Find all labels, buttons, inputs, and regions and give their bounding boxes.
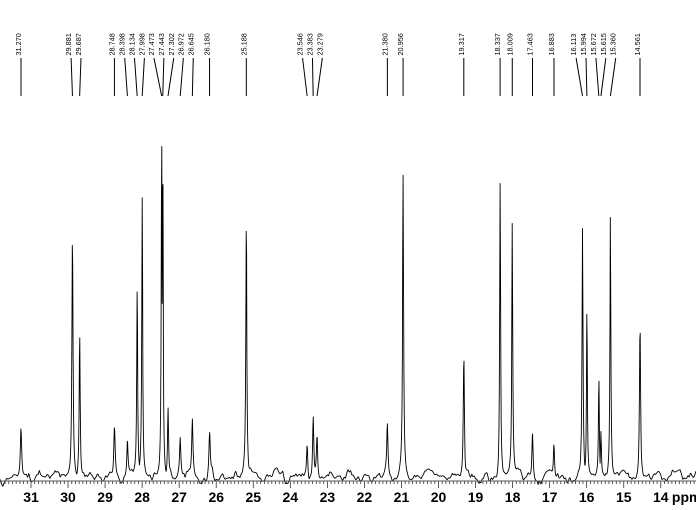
svg-text:26: 26 <box>208 489 224 505</box>
svg-text:28.134: 28.134 <box>128 33 137 55</box>
svg-text:24: 24 <box>283 489 299 505</box>
svg-text:15: 15 <box>616 489 632 505</box>
svg-text:20.956: 20.956 <box>396 33 405 55</box>
svg-text:28.748: 28.748 <box>107 33 116 55</box>
svg-text:20: 20 <box>431 489 447 505</box>
svg-text:18.009: 18.009 <box>505 33 514 55</box>
svg-text:26.180: 26.180 <box>203 33 212 55</box>
svg-text:27: 27 <box>171 489 187 505</box>
svg-text:29.687: 29.687 <box>74 33 83 55</box>
svg-text:23.383: 23.383 <box>305 33 314 55</box>
svg-text:15.672: 15.672 <box>589 33 598 55</box>
svg-text:15.994: 15.994 <box>579 33 588 55</box>
svg-text:31.270: 31.270 <box>14 33 23 55</box>
svg-text:25.188: 25.188 <box>239 33 248 55</box>
svg-text:18.337: 18.337 <box>493 33 502 55</box>
svg-text:28.398: 28.398 <box>118 33 127 55</box>
svg-text:31: 31 <box>23 489 39 505</box>
svg-text:19.317: 19.317 <box>457 33 466 55</box>
svg-text:14: 14 <box>653 489 669 505</box>
svg-text:14.561: 14.561 <box>633 33 642 55</box>
svg-text:26.972: 26.972 <box>176 33 185 55</box>
svg-text:16.883: 16.883 <box>547 33 556 55</box>
svg-text:17.463: 17.463 <box>525 33 534 55</box>
svg-text:27.302: 27.302 <box>167 33 176 55</box>
svg-text:29.881: 29.881 <box>64 33 73 55</box>
svg-text:23: 23 <box>320 489 336 505</box>
svg-text:27.473: 27.473 <box>147 33 156 55</box>
svg-text:28: 28 <box>134 489 150 505</box>
svg-text:19: 19 <box>468 489 484 505</box>
svg-text:27.443: 27.443 <box>157 33 166 55</box>
svg-text:16: 16 <box>579 489 595 505</box>
svg-text:15.615: 15.615 <box>599 33 608 55</box>
svg-text:30: 30 <box>60 489 76 505</box>
svg-text:27.998: 27.998 <box>137 33 146 55</box>
svg-text:25: 25 <box>245 489 261 505</box>
svg-text:18: 18 <box>505 489 521 505</box>
svg-text:21.380: 21.380 <box>380 33 389 55</box>
svg-text:23.546: 23.546 <box>296 33 305 55</box>
svg-text:ppm: ppm <box>672 489 696 505</box>
svg-text:29: 29 <box>97 489 113 505</box>
svg-text:22: 22 <box>357 489 373 505</box>
svg-text:17: 17 <box>542 489 558 505</box>
svg-text:21: 21 <box>394 489 410 505</box>
svg-text:15.360: 15.360 <box>609 33 618 55</box>
svg-text:26.645: 26.645 <box>186 33 195 55</box>
svg-text:16.113: 16.113 <box>569 34 578 56</box>
svg-text:23.279: 23.279 <box>315 33 324 55</box>
